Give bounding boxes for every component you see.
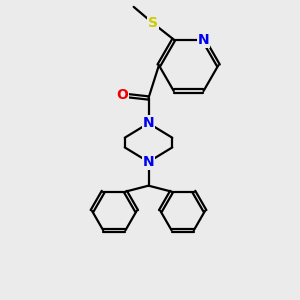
Text: N: N	[143, 116, 154, 130]
Text: O: O	[116, 88, 128, 102]
Text: N: N	[198, 33, 209, 46]
Text: N: N	[143, 155, 154, 169]
Text: S: S	[148, 16, 158, 30]
